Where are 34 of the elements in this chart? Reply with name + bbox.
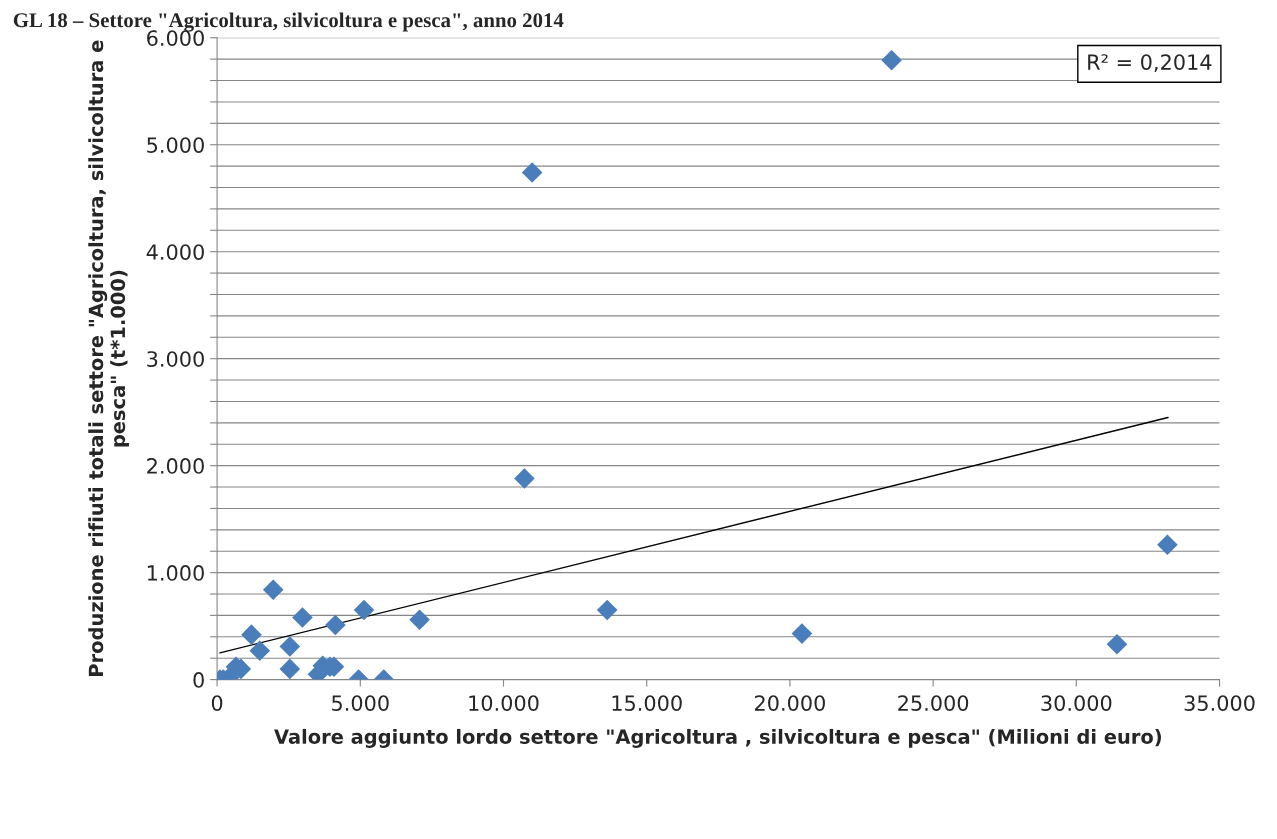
y-tick-label: 2.000 — [147, 458, 204, 474]
point — [514, 468, 535, 489]
point — [1106, 633, 1128, 655]
point — [279, 658, 301, 680]
y-tick-label: 3.000 — [147, 351, 204, 367]
x-tick-label: 30.000 — [1041, 695, 1112, 711]
point — [791, 623, 813, 644]
point — [249, 640, 271, 662]
point — [262, 579, 284, 601]
y-axis-title: Produzione rifiuti totali settore "Agricoltura, silvicoltura e pesca" (t*1.000) — [88, 40, 129, 676]
y-tick-label: 6.000 — [147, 30, 204, 46]
point — [279, 636, 301, 657]
point — [881, 49, 902, 71]
point — [596, 599, 618, 621]
x-tick-label: 25.000 — [898, 695, 969, 711]
x-tick-label: 0 — [211, 695, 223, 711]
y-tick-label: 1.000 — [147, 565, 204, 581]
x-tick-label: 15.000 — [612, 695, 682, 711]
y-tick-label: 0 — [193, 672, 204, 688]
x-axis-title: Valore aggiunto lordo settore "Agricoltura , silvicoltura e pesca" (Milioni di euro) — [274, 728, 1161, 748]
x-tick-label: 10.000 — [469, 695, 539, 711]
point — [1157, 534, 1178, 556]
y-tick-label: 4.000 — [146, 244, 204, 260]
x-tick-label: 5.000 — [332, 695, 389, 711]
point — [241, 624, 262, 645]
point — [325, 614, 346, 636]
point — [409, 609, 430, 630]
x-tick-label: 35.000 — [1184, 695, 1255, 711]
y-tick-label: 5.000 — [147, 137, 204, 153]
point — [292, 607, 313, 628]
annotation: R² = 0,2014 — [1088, 54, 1212, 73]
point — [521, 162, 543, 183]
point — [353, 599, 375, 621]
x-tick-label: 20.000 — [754, 695, 825, 711]
